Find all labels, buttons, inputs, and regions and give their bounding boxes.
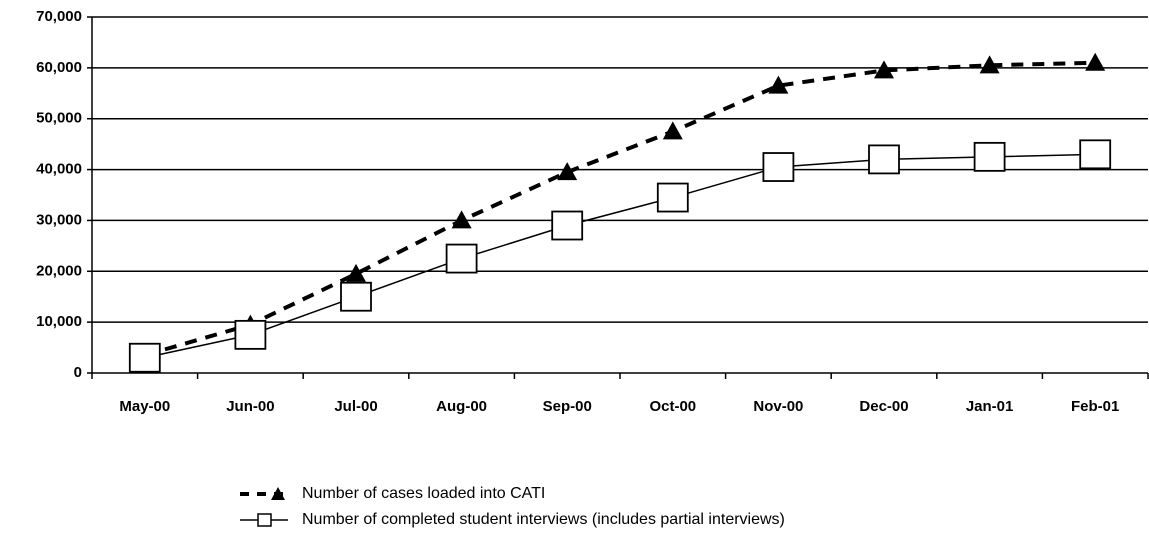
y-tick-label: 10,000 xyxy=(36,313,82,330)
y-tick-label: 70,000 xyxy=(36,8,82,25)
marker xyxy=(234,319,267,350)
series-line xyxy=(144,153,1096,359)
x-tick-label: May-00 xyxy=(119,398,170,415)
legend-marker xyxy=(271,487,285,500)
marker xyxy=(451,210,472,229)
legend-label: Number of completed student interviews (… xyxy=(302,511,785,528)
marker xyxy=(662,121,683,140)
x-tick-label: Nov-00 xyxy=(753,398,803,415)
legend-label: Number of cases loaded into CATI xyxy=(302,485,545,502)
y-tick-label: 50,000 xyxy=(36,110,82,127)
y-tick-label: 0 xyxy=(74,364,82,381)
marker xyxy=(346,263,366,282)
x-tick-label: Jan-01 xyxy=(966,398,1014,415)
y-tick-label: 60,000 xyxy=(36,59,82,76)
marker xyxy=(874,60,894,79)
legend-marker xyxy=(257,513,272,527)
series-line xyxy=(144,60,1096,358)
marker xyxy=(1079,139,1112,170)
marker xyxy=(973,141,1006,172)
marker xyxy=(656,182,689,213)
x-tick-label: Jun-00 xyxy=(226,398,274,415)
marker xyxy=(1085,52,1106,71)
marker xyxy=(557,162,578,181)
y-tick-label: 40,000 xyxy=(36,161,82,178)
x-tick-label: Oct-00 xyxy=(649,398,696,415)
x-tick-label: Jul-00 xyxy=(334,398,377,415)
y-tick-label: 20,000 xyxy=(36,262,82,279)
x-tick-label: Feb-01 xyxy=(1071,398,1119,415)
x-tick-label: Sep-00 xyxy=(543,398,592,415)
marker xyxy=(868,144,900,175)
marker xyxy=(445,243,478,274)
x-tick-label: Dec-00 xyxy=(859,398,908,415)
y-tick-label: 30,000 xyxy=(36,211,82,228)
marker xyxy=(340,281,372,312)
marker xyxy=(979,55,1000,74)
marker xyxy=(128,342,161,373)
marker xyxy=(551,210,584,241)
marker xyxy=(762,152,795,182)
marker xyxy=(768,75,789,94)
x-tick-label: Aug-00 xyxy=(436,398,487,415)
